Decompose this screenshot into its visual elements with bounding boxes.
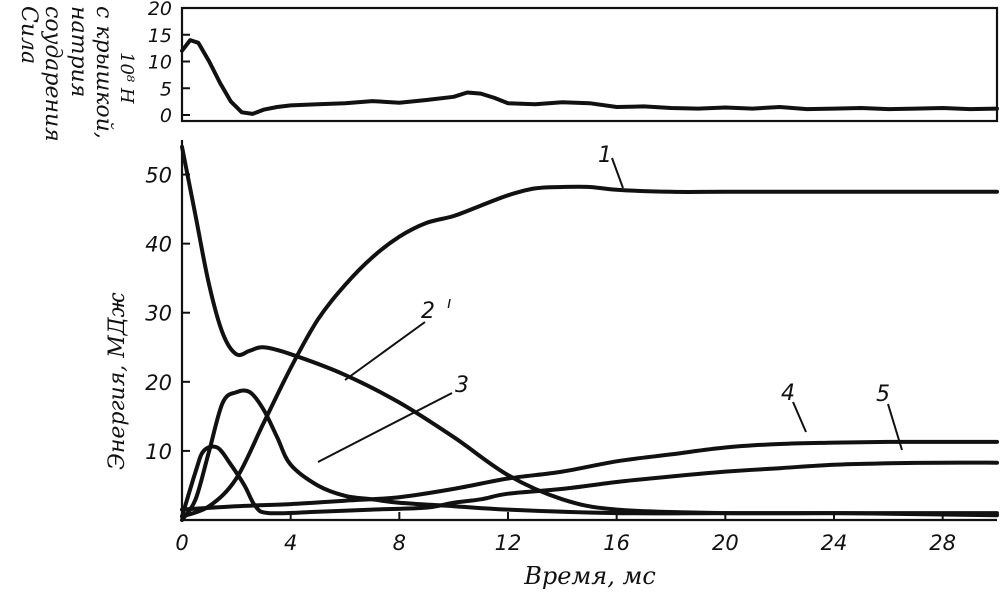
y-tick-10: 10 (145, 440, 172, 464)
x-tick-12: 12 (495, 531, 522, 555)
top-y-label-group: Сила соударения натрия с крышкой, 10⁸ Н (16, 6, 137, 142)
leader-2 (344, 321, 426, 381)
x-tick-8: 8 (393, 531, 406, 555)
y-tick-30: 30 (145, 302, 172, 326)
bottom-plot (180, 144, 999, 522)
annotation-2: 2 (421, 299, 435, 324)
annotation-4: 4 (781, 381, 795, 406)
series-5-line (180, 444, 999, 519)
top-y-tick-0: 0 (160, 105, 172, 127)
annotation-1: 1 (598, 143, 612, 168)
top-y-tick-10: 10 (148, 52, 172, 74)
leader-1 (611, 157, 624, 189)
x-tick-24: 24 (821, 531, 848, 555)
x-axis-label: Время, мс (523, 562, 656, 590)
x-tick-16: 16 (603, 531, 630, 555)
top-y-label-unit: 10⁸ Н (116, 52, 137, 104)
y-tick-20: 20 (145, 371, 172, 395)
x-tick-4: 4 (284, 531, 297, 555)
top-y-label-line-3: натрия (66, 6, 91, 97)
annotations: 1 2 ı 3 4 5 (317, 143, 903, 463)
leader-3 (317, 392, 453, 463)
y-tick-50: 50 (145, 164, 172, 188)
series-3-line (180, 388, 999, 522)
top-y-label-line-2: соударения (40, 6, 65, 142)
x-tick-0: 0 (175, 531, 188, 555)
top-y-tick-15: 15 (148, 25, 172, 47)
leader-5 (887, 403, 903, 451)
leader-4 (792, 401, 807, 433)
series-2-line (180, 144, 999, 518)
annotation-3: 3 (455, 373, 469, 398)
x-tick-28: 28 (929, 531, 956, 555)
x-tick-20: 20 (712, 531, 739, 555)
top-series-line (180, 38, 999, 116)
top-y-label-line-4: с крышкой, (91, 6, 116, 139)
top-y-tick-5: 5 (160, 78, 172, 100)
annotation-2-mark: ı (447, 293, 451, 312)
top-y-ticks: 0 5 10 15 20 (148, 0, 190, 127)
series-1-line (180, 184, 999, 519)
series-4-line (180, 439, 999, 512)
top-y-tick-20: 20 (148, 0, 172, 20)
top-plot (180, 38, 999, 116)
y-tick-40: 40 (145, 233, 172, 257)
annotation-5: 5 (876, 382, 890, 407)
top-y-label-line-1: Сила (16, 6, 41, 64)
top-panel-frame (180, 6, 999, 123)
bottom-y-label: Энергия, МДж (105, 292, 130, 470)
